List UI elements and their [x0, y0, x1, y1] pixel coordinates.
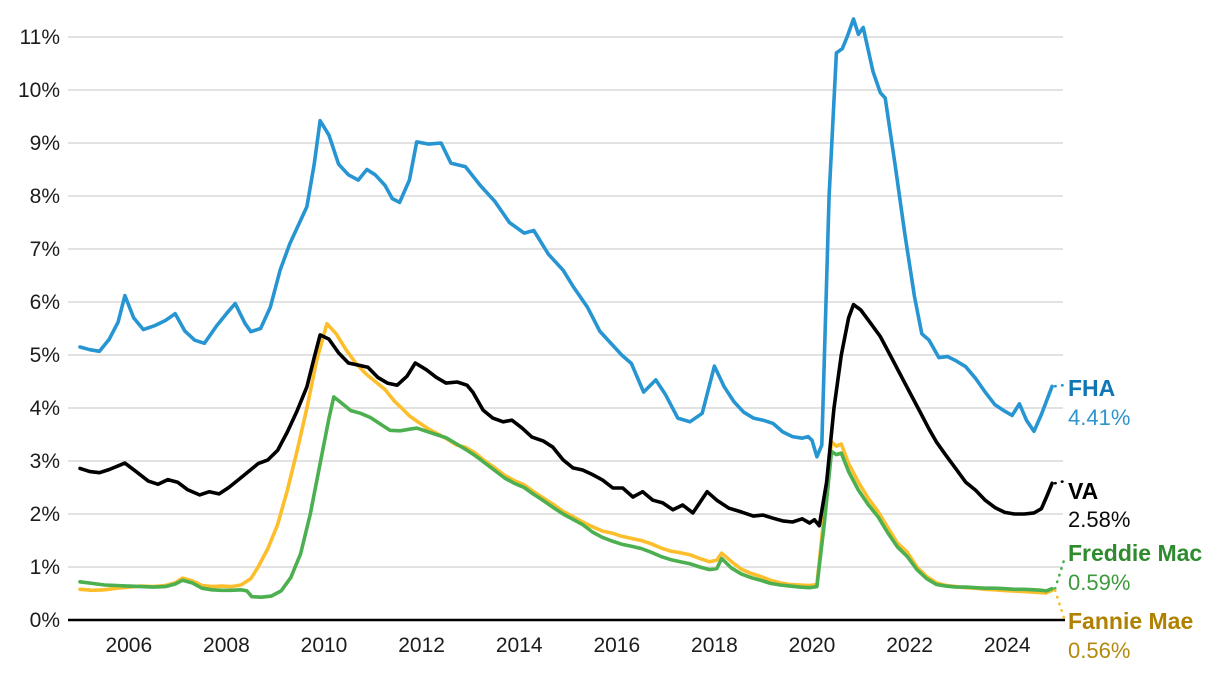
series-line-va [78, 302, 1054, 528]
x-tick-label: 2008 [203, 634, 250, 657]
x-tick-label: 2016 [593, 634, 640, 657]
series-end-value-va: 2.58% [1068, 507, 1130, 532]
x-tick-label: 2020 [789, 634, 836, 657]
y-tick-label: 9% [30, 132, 60, 155]
y-tick-label: 6% [30, 291, 60, 314]
series-end-label-fha: FHA [1068, 375, 1115, 401]
x-tick-label: 2012 [398, 634, 445, 657]
x-tick-label: 2022 [886, 634, 933, 657]
x-tick-label: 2018 [691, 634, 738, 657]
leader-line-fannie-mae [1053, 589, 1067, 623]
y-tick-label: 11% [20, 26, 60, 49]
y-tick-label: 2% [30, 503, 60, 526]
x-tick-label: 2010 [301, 634, 348, 657]
series-line-freddie-mac [78, 395, 1054, 599]
y-tick-label: 7% [30, 238, 60, 261]
series-end-value-fannie-mae: 0.56% [1068, 638, 1130, 663]
leader-line-fha [1053, 383, 1067, 388]
x-tick-label: 2024 [984, 634, 1031, 657]
series-end-value-fha: 4.41% [1068, 405, 1130, 430]
y-tick-label: 1% [30, 556, 60, 579]
y-tick-label: 5% [30, 344, 60, 367]
y-tick-label: 3% [30, 450, 60, 473]
leader-line-va [1053, 479, 1067, 485]
y-tick-label: 0% [30, 609, 60, 632]
y-tick-label: 8% [30, 185, 60, 208]
y-tick-label: 10% [18, 79, 60, 102]
series-line-fannie-mae [78, 321, 1054, 595]
series-line-fha [78, 17, 1054, 459]
series-end-value-freddie-mac: 0.59% [1068, 570, 1130, 595]
leader-line-freddie-mac [1053, 555, 1067, 591]
x-tick-label: 2006 [105, 634, 152, 657]
series-end-label-freddie-mac: Freddie Mac [1068, 540, 1202, 566]
series-end-label-fannie-mae: Fannie Mae [1068, 608, 1193, 634]
x-tick-label: 2014 [496, 634, 543, 657]
series-end-label-va: VA [1068, 478, 1098, 504]
y-tick-label: 4% [30, 397, 60, 420]
